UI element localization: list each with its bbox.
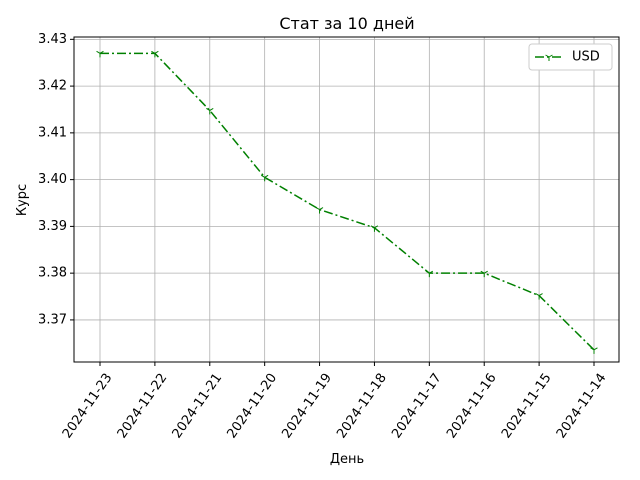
marker-arm [315, 207, 320, 210]
data-point [535, 293, 543, 300]
marker-arm [99, 50, 104, 54]
data-point [206, 107, 214, 115]
legend: USD [528, 43, 613, 71]
marker-arm [538, 293, 543, 297]
series-line-usd [100, 52, 595, 351]
marker-arm [151, 50, 156, 54]
marker-arm [590, 347, 595, 351]
marker-arm [480, 270, 485, 274]
marker-arm [545, 54, 550, 58]
marker-arm [209, 107, 214, 111]
y-tick-label: 3.37 [38, 312, 67, 327]
marker-arm [260, 174, 265, 178]
data-point [370, 225, 379, 232]
y-tick-label: 3.39 [38, 219, 67, 234]
marker-arm [96, 50, 101, 54]
marker-arm [154, 50, 159, 54]
chart-title: Стат за 10 дней [279, 14, 414, 33]
marker-arm [370, 225, 375, 229]
marker-arm [593, 347, 598, 351]
marker-arm [535, 293, 540, 297]
data-point [260, 174, 269, 182]
y-axis-ticks: 3.37 3.38 3.39 3.40 3.41 3.42 3.43 [38, 32, 74, 327]
data-point [315, 207, 324, 214]
plot-frame [73, 36, 620, 363]
marker-arm [264, 174, 269, 178]
legend-box [528, 43, 613, 71]
series-layer [96, 50, 598, 354]
marker-arm [319, 207, 324, 210]
marker-arm [548, 54, 553, 58]
legend-label: USD [572, 50, 600, 65]
data-point [96, 50, 104, 58]
marker-arm [425, 270, 430, 274]
grid [74, 37, 619, 362]
y-tick-label: 3.42 [38, 79, 67, 94]
y-tick-label: 3.38 [38, 266, 67, 281]
legend-marker [545, 54, 553, 61]
data-point [425, 270, 434, 278]
data-point [590, 347, 598, 354]
y-tick-label: 3.40 [38, 172, 67, 187]
data-point [151, 50, 159, 58]
y-tick-label: 3.43 [38, 32, 67, 47]
marker-arm [429, 270, 434, 274]
y-tick-label: 3.41 [38, 125, 67, 140]
marker-arm [374, 225, 379, 229]
y-axis-label: Курс [15, 184, 30, 216]
marker-arm [206, 107, 211, 111]
data-point [480, 270, 488, 278]
x-axis-label: День [330, 452, 364, 467]
marker-arm [483, 270, 488, 274]
